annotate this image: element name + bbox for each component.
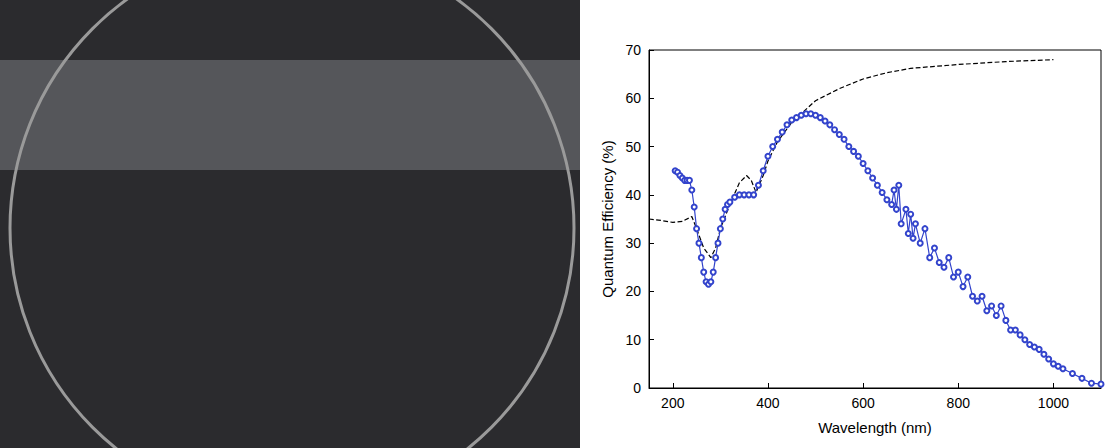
svg-text:70: 70	[625, 42, 641, 58]
svg-text:600: 600	[851, 395, 875, 411]
svg-text:400: 400	[756, 395, 780, 411]
svg-text:10: 10	[625, 332, 641, 348]
svg-text:20: 20	[625, 283, 641, 299]
svg-text:30: 30	[625, 235, 641, 251]
svg-text:800: 800	[947, 395, 971, 411]
svg-text:Wavelength (nm): Wavelength (nm)	[818, 419, 932, 436]
svg-text:50: 50	[625, 139, 641, 155]
svg-text:Quantum Efficiency (%): Quantum Efficiency (%)	[599, 140, 616, 297]
svg-text:1000: 1000	[1038, 395, 1069, 411]
svg-text:0: 0	[633, 380, 641, 396]
svg-text:60: 60	[625, 90, 641, 106]
svg-text:40: 40	[625, 187, 641, 203]
svg-text:200: 200	[661, 395, 685, 411]
